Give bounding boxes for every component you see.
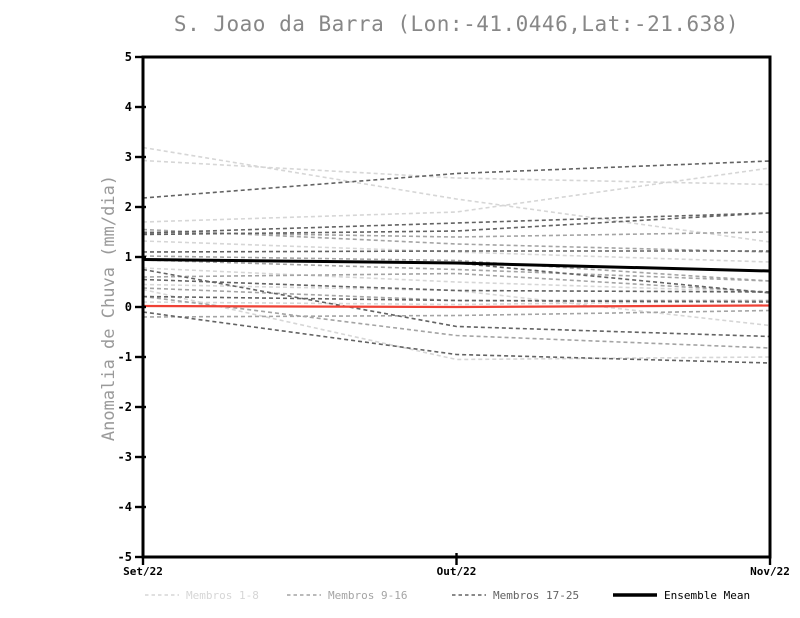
y-tick-label: -2 (118, 400, 132, 414)
y-tick-label: -3 (118, 450, 132, 464)
member-line (142, 287, 770, 302)
member-line (142, 309, 771, 318)
legend-solid-line-swatch (613, 593, 657, 597)
y-tick-label: 4 (125, 100, 132, 114)
y-tick-label: -5 (118, 550, 132, 564)
member-line (142, 146, 771, 243)
y-tick-label: 2 (125, 200, 132, 214)
member-line (142, 167, 771, 223)
x-tick-label: Out/22 (437, 565, 477, 578)
legend-item: Ensemble Mean (613, 588, 750, 602)
y-tick-label: 5 (125, 50, 132, 64)
legend-label: Membros 17-25 (493, 588, 580, 602)
y-tick-label: 3 (125, 150, 132, 164)
member-line (142, 250, 770, 253)
ensemble-mean-line (142, 258, 771, 273)
x-tick-label: Set/22 (123, 565, 163, 578)
member-line (142, 268, 771, 338)
legend-dashed-line-swatch (287, 594, 321, 596)
member-line (142, 212, 771, 234)
legend-label: Membros 9-16 (328, 588, 408, 602)
y-tick-label: -1 (118, 350, 132, 364)
chart-title: S. Joao da Barra (Lon:-41.0446,Lat:-21.6… (173, 12, 740, 36)
legend-item: Membros 17-25 (452, 588, 579, 602)
y-tick-label: 0 (125, 300, 132, 314)
legend-item: Membros 9-16 (287, 588, 407, 602)
legend-label: Membros 1-8 (186, 588, 259, 602)
member-line (142, 311, 771, 364)
member-line (142, 288, 771, 361)
member-line (142, 267, 771, 293)
y-tick-label: 1 (125, 250, 132, 264)
legend-dashed-line-swatch (145, 594, 179, 596)
legend-dashed-line-swatch (452, 594, 486, 596)
legend-label: Ensemble Mean (664, 588, 751, 602)
x-tick-label: Nov/22 (750, 565, 790, 578)
red-reference-line (142, 304, 771, 309)
legend-item: Membros 1-8 (145, 588, 259, 602)
member-line (142, 295, 771, 349)
y-tick-label: -4 (118, 500, 132, 514)
member-line (142, 295, 771, 303)
